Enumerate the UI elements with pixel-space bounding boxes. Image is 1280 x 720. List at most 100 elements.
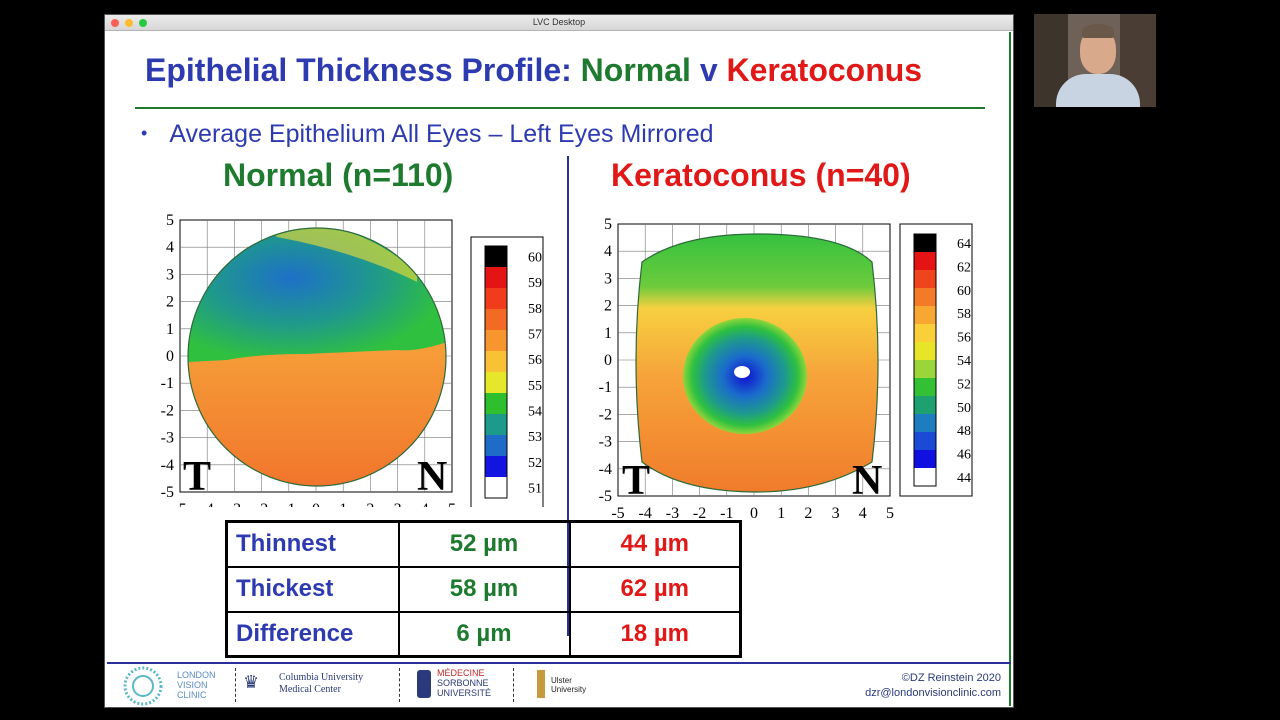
legend-label: 53: [528, 430, 542, 445]
logo4-line2: University: [551, 685, 587, 694]
presenter-hair: [1082, 24, 1114, 38]
legend-label: 52: [957, 377, 971, 392]
legend-swatch: [914, 306, 936, 325]
copyright-text: ©DZ Reinstein 2020: [901, 672, 1001, 684]
presentation-slide: Epithelial Thickness Profile: Normal v K…: [107, 32, 1011, 706]
y-tick-label: -2: [161, 402, 174, 419]
title-part-2: Normal: [580, 52, 691, 88]
legend-swatch: [914, 360, 936, 379]
legend-swatch: [914, 378, 936, 397]
ulster-logo: Ulster University: [551, 676, 586, 694]
legend-label: 62: [957, 260, 971, 275]
normal-panel-title: Normal (n=110): [223, 157, 454, 193]
columbia-logo: Columbia University Medical Center: [279, 672, 363, 696]
crown-icon: ♛: [243, 672, 260, 692]
x-tick-label: -4: [639, 505, 652, 522]
panel-divider: [567, 156, 569, 636]
y-tick-label: 3: [166, 266, 174, 283]
y-tick-label: -2: [599, 406, 612, 423]
slide-footer: LONDON VISION CLINIC ♛ Columbia Universi…: [107, 662, 1011, 706]
y-tick-label: 2: [166, 294, 174, 311]
x-tick-label: 2: [804, 505, 812, 522]
legend-label: 60: [957, 284, 971, 299]
x-tick-label: 3: [832, 505, 840, 522]
y-tick-label: -1: [599, 379, 612, 396]
nasal-label: N: [417, 454, 447, 500]
bullet-icon: •: [141, 123, 148, 143]
title-divider: [135, 107, 985, 109]
legend-swatch: [485, 309, 507, 331]
y-tick-label: -1: [161, 375, 174, 392]
row-label: Thickest: [225, 565, 400, 613]
legend-swatch: [914, 432, 936, 451]
legend-swatch: [914, 270, 936, 289]
legend-label: 46: [957, 448, 971, 463]
zoom-window-button[interactable]: [139, 19, 147, 27]
close-window-button[interactable]: [111, 19, 119, 27]
legend-swatch: [914, 324, 936, 343]
temporal-label: T: [183, 454, 211, 500]
logo2-line1: Columbia University: [279, 672, 364, 683]
legend-swatch: [485, 246, 507, 268]
logo3-line2: SORBONNE: [437, 678, 489, 688]
bullet-text: Average Epithelium All Eyes – Left Eyes …: [169, 120, 714, 148]
results-table: Thinnest 52 µm 44 µm Thickest 58 µm 62 µm Diff…: [225, 520, 742, 658]
legend-swatch: [485, 372, 507, 394]
window-title: LVC Desktop: [532, 17, 586, 27]
keratoconus-value: 44 µm: [568, 520, 742, 568]
legend-label: 56: [528, 353, 542, 368]
y-tick-label: 0: [166, 348, 174, 365]
x-tick-label: -1: [282, 501, 295, 507]
legend-label: 59: [528, 276, 542, 291]
y-tick-label: 1: [166, 321, 174, 338]
bullet-point: • Average Epithelium All Eyes – Left Eyes…: [141, 120, 714, 149]
logo3-line3: UNIVERSITÉ: [437, 688, 492, 698]
legend-swatch: [914, 396, 936, 415]
logo1-line3: CLINIC: [177, 690, 207, 700]
legend-label: 50: [957, 401, 971, 416]
legend-swatch: [485, 288, 507, 310]
title-part-4: Keratoconus: [726, 52, 923, 88]
logo4-line1: Ulster: [551, 676, 572, 685]
legend-swatch: [914, 468, 936, 487]
app-window: LVC Desktop Epithelial Thickness Profile…: [104, 14, 1014, 708]
legend-swatch: [485, 477, 507, 499]
table-row: Difference 6 µm 18 µm: [225, 610, 742, 658]
legend-label: 44: [957, 471, 971, 486]
legend-label: 64: [957, 237, 971, 252]
legend-swatch: [485, 267, 507, 289]
y-tick-label: 1: [604, 325, 612, 342]
keratoconus-value: 62 µm: [568, 565, 742, 613]
logo3-line1: MÉDECINE: [437, 668, 485, 678]
legend-swatch: [914, 450, 936, 469]
row-label: Difference: [225, 610, 400, 658]
kc-nasal-label: N: [852, 458, 882, 504]
legend-label: 60: [528, 251, 542, 266]
minimize-window-button[interactable]: [125, 19, 133, 27]
x-tick-label: 2: [366, 501, 374, 507]
y-tick-label: 0: [604, 352, 612, 369]
legend-label: 57: [528, 328, 542, 343]
normal-value: 6 µm: [397, 610, 571, 658]
y-tick-label: -5: [161, 484, 174, 501]
legend-swatch: [914, 252, 936, 271]
email-text: dzr@londonvisionclinic.com: [865, 687, 1001, 699]
y-tick-label: -3: [599, 434, 612, 451]
footer-divider: [107, 662, 1011, 664]
legend-bar: [913, 233, 937, 487]
title-part-3: v: [690, 52, 727, 88]
logo1-line2: VISION: [177, 680, 208, 690]
legend-swatch: [485, 351, 507, 373]
legend-swatch: [485, 435, 507, 457]
row-label: Thinnest: [225, 520, 400, 568]
logo-separator: [235, 668, 236, 702]
logo2-line2: Medical Center: [279, 684, 341, 695]
logo1-line1: LONDON: [177, 670, 216, 680]
x-tick-label: 4: [421, 501, 429, 507]
legend-swatch: [914, 288, 936, 307]
legend-label: 58: [528, 302, 542, 317]
keratoconus-value: 18 µm: [568, 610, 742, 658]
x-tick-label: 0: [750, 505, 758, 522]
y-tick-label: -5: [599, 488, 612, 505]
